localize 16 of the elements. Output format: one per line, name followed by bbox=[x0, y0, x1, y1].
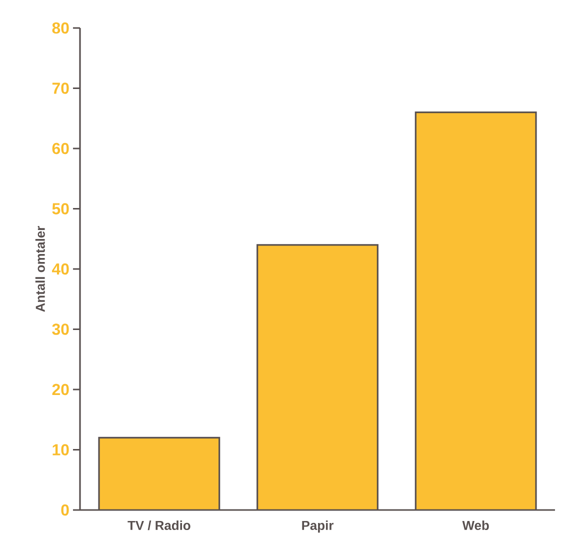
y-tick-label: 40 bbox=[52, 263, 69, 275]
y-tick-label: 60 bbox=[52, 142, 69, 154]
bar bbox=[99, 438, 220, 510]
x-tick-label: TV / Radio bbox=[128, 520, 190, 530]
x-tick-label: Web bbox=[462, 520, 489, 530]
y-tick-label: 0 bbox=[61, 504, 69, 516]
y-tick-label: 80 bbox=[52, 22, 69, 34]
y-tick-label: 30 bbox=[52, 324, 69, 335]
bar bbox=[257, 244, 378, 510]
y-tick-label: 50 bbox=[52, 203, 69, 214]
bar bbox=[414, 112, 537, 510]
y-axis-title: Antall omtaler bbox=[35, 226, 45, 312]
y-tick-label: 20 bbox=[52, 384, 69, 396]
x-tick-label: Papir bbox=[302, 520, 334, 533]
y-tick-label: 10 bbox=[52, 444, 69, 456]
y-tick-label: 70 bbox=[52, 82, 69, 94]
